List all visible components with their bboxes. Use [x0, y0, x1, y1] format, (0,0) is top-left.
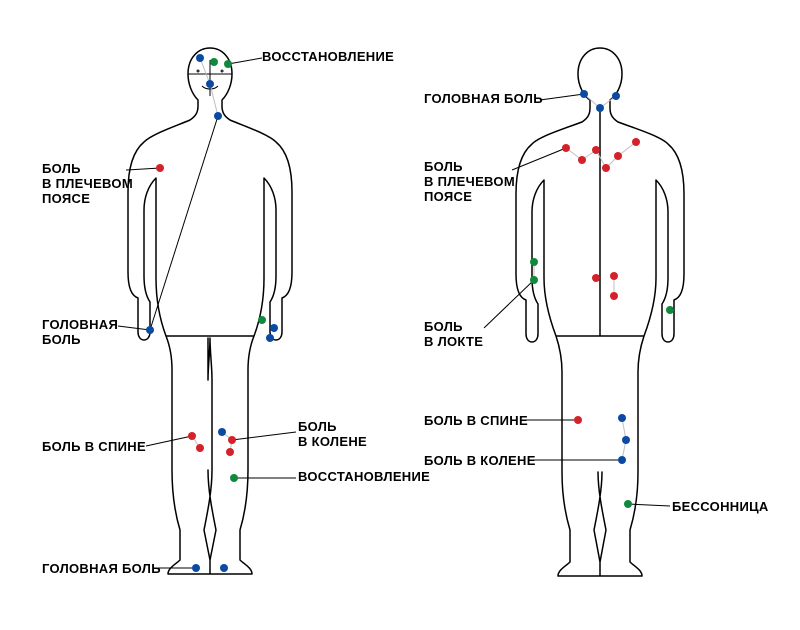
leader-line	[232, 432, 296, 440]
label-L11: БОЛЬ В СПИНЕ	[424, 414, 528, 429]
label-L13: БЕССОННИЦА	[672, 500, 769, 515]
point-b14	[610, 292, 618, 300]
point-f9	[270, 324, 278, 332]
point-f18	[220, 564, 228, 572]
point-f3	[224, 60, 232, 68]
label-L4: БОЛЬ В СПИНЕ	[42, 440, 146, 455]
body-front	[128, 48, 292, 574]
label-L5: БОЛЬ В КОЛЕНЕ	[298, 420, 367, 450]
point-b13	[610, 272, 618, 280]
point-f15	[226, 448, 234, 456]
point-f8	[258, 316, 266, 324]
label-L1: ВОССТАНОВЛЕНИЕ	[262, 50, 394, 65]
label-L12: БОЛЬ В КОЛЕНЕ	[424, 454, 536, 469]
point-b5	[578, 156, 586, 164]
point-b16	[574, 416, 582, 424]
point-b2	[596, 104, 604, 112]
label-L10: БОЛЬ В ЛОКТЕ	[424, 320, 483, 350]
dot-link	[200, 58, 210, 84]
point-b6	[592, 146, 600, 154]
point-b10	[530, 258, 538, 266]
point-b4	[562, 144, 570, 152]
point-b1	[580, 90, 588, 98]
point-f10	[266, 334, 274, 342]
point-f17	[192, 564, 200, 572]
leader-line	[628, 504, 670, 506]
point-b18	[622, 436, 630, 444]
point-b17	[618, 414, 626, 422]
label-L2: БОЛЬ В ПЛЕЧЕВОМ ПОЯСЕ	[42, 162, 133, 207]
point-f11	[188, 432, 196, 440]
label-L6: ВОССТАНОВЛЕНИЕ	[298, 470, 430, 485]
point-b7	[602, 164, 610, 172]
point-f7	[146, 326, 154, 334]
point-f14	[228, 436, 236, 444]
point-b19	[618, 456, 626, 464]
leader-line	[540, 94, 584, 100]
point-b3	[612, 92, 620, 100]
point-b15	[666, 306, 674, 314]
point-f6	[156, 164, 164, 172]
leader-line	[512, 148, 566, 170]
point-f5	[214, 112, 222, 120]
point-f12	[196, 444, 204, 452]
leader-line	[228, 58, 262, 64]
point-f13	[218, 428, 226, 436]
leader-line	[150, 116, 218, 330]
diagram-svg	[0, 0, 800, 630]
point-b9	[632, 138, 640, 146]
point-f16	[230, 474, 238, 482]
leader-line	[118, 326, 150, 330]
label-L7: ГОЛОВНАЯ БОЛЬ	[42, 562, 161, 577]
label-L3: ГОЛОВНАЯ БОЛЬ	[42, 318, 118, 348]
point-b12	[592, 274, 600, 282]
point-b8	[614, 152, 622, 160]
leader-line	[146, 436, 192, 446]
point-f2	[210, 58, 218, 66]
point-b11	[530, 276, 538, 284]
body-back	[516, 48, 684, 576]
point-b20	[624, 500, 632, 508]
label-L8: ГОЛОВНАЯ БОЛЬ	[424, 92, 543, 107]
point-f4	[206, 80, 214, 88]
point-f1	[196, 54, 204, 62]
label-L9: БОЛЬ В ПЛЕЧЕВОМ ПОЯСЕ	[424, 160, 515, 205]
